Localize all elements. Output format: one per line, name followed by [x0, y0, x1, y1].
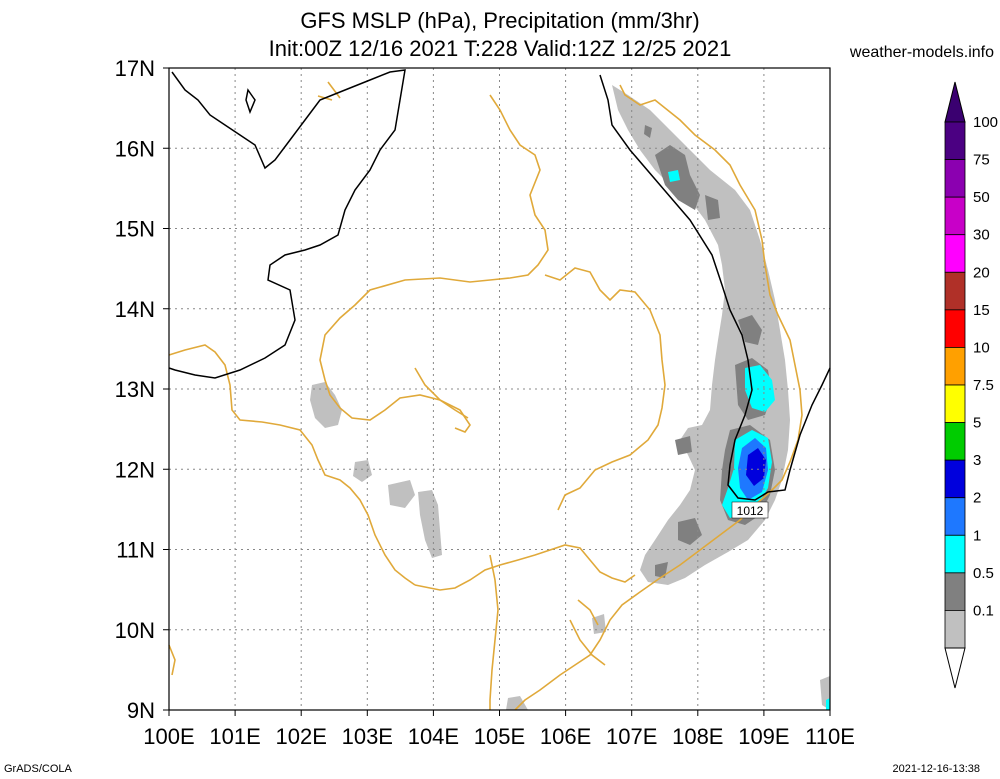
colorbar-swatch — [944, 271, 966, 311]
isobar-west — [168, 69, 406, 379]
colorbar-label: 100 — [973, 114, 998, 131]
precip-band-3 — [746, 448, 766, 486]
coast-fragment — [168, 644, 176, 676]
colorbar-swatch — [944, 234, 966, 273]
colorbar: 100 75 50 30 20 15 10 7.5 5 3 2 1 0.5 0.1 — [944, 81, 998, 689]
chart-title-line2: Init:00Z 12/16 2021 T:228 Valid:12Z 12/2… — [268, 36, 732, 61]
isobar-label-box — [731, 501, 769, 519]
lon-label: 101E — [209, 724, 260, 749]
colorbar-bottom-arrow — [944, 647, 966, 689]
precip-blob — [310, 382, 342, 428]
lon-label: 102E — [276, 724, 327, 749]
precip-band-0.5 — [644, 125, 652, 138]
grid-lines — [169, 68, 830, 710]
lat-label: 17N — [115, 56, 155, 81]
lon-label: 109E — [738, 724, 789, 749]
colorbar-label: 0.1 — [973, 602, 994, 619]
lat-label: 13N — [115, 377, 155, 402]
colorbar-swatch — [944, 534, 966, 574]
colorbar-swatch — [944, 309, 966, 348]
precip-band-0.5 — [678, 518, 702, 545]
gulf-coast-west — [168, 344, 416, 586]
thai-cambodia-border — [319, 94, 549, 433]
isobars — [168, 69, 831, 501]
lon-label: 104E — [408, 724, 459, 749]
colorbar-swatch — [944, 159, 966, 198]
precip-blob — [506, 696, 528, 710]
precip-blob — [388, 480, 415, 508]
lon-label: 105E — [474, 724, 525, 749]
footer-right: 2021-12-16-13:38 — [892, 763, 980, 775]
lon-label: 108E — [672, 724, 723, 749]
colorbar-label: 50 — [973, 189, 990, 206]
coastlines-borders — [168, 81, 803, 711]
credit-label: weather-models.info — [849, 44, 994, 61]
precip-band-0.5 — [705, 195, 720, 220]
precip-band-1 — [668, 170, 680, 182]
lat-label: 15N — [115, 217, 155, 242]
lat-label: 16N — [115, 136, 155, 161]
lat-label: 11N — [116, 538, 155, 563]
precip-band-0.5 — [738, 315, 762, 345]
lon-label: 110E — [805, 724, 855, 749]
lat-label: 10N — [115, 618, 155, 643]
colorbar-label: 30 — [973, 227, 990, 244]
colorbar-label: 7.5 — [973, 377, 994, 394]
lat-label: 14N — [115, 297, 155, 322]
colorbar-label: 5 — [973, 415, 981, 432]
colorbar-label: 2 — [973, 490, 981, 507]
lat-label: 9N — [127, 698, 155, 723]
lat-label: 12N — [115, 457, 155, 482]
colorbar-label: 3 — [973, 452, 981, 469]
precip-band-1 — [826, 698, 830, 710]
precip-band-1 — [745, 365, 775, 412]
precip-blob — [418, 490, 442, 558]
colorbar-label: 15 — [973, 302, 990, 319]
colorbar-label: 20 — [973, 264, 990, 281]
isobar-label: 1012 — [737, 504, 764, 518]
colorbar-swatch — [944, 572, 966, 611]
colorbar-swatch — [944, 459, 966, 499]
colorbar-swatch — [944, 196, 966, 236]
chart-title-line1: GFS MSLP (hPa), Precipitation (mm/3hr) — [300, 8, 700, 33]
isobar-small-closed — [245, 88, 256, 115]
colorbar-swatch — [944, 347, 966, 386]
colorbar-label: 0.5 — [973, 565, 994, 582]
lon-label: 100E — [143, 724, 194, 749]
colorbar-label: 10 — [973, 339, 990, 356]
precip-band-0.5 — [675, 436, 692, 455]
colorbar-label: 75 — [973, 152, 990, 169]
footer-left: GrADS/COLA — [4, 763, 72, 775]
colorbar-label: 1 — [973, 527, 981, 544]
lon-label: 106E — [540, 724, 591, 749]
colorbar-swatch — [944, 384, 966, 423]
delta-lines — [569, 599, 606, 666]
mekong-channel — [489, 554, 499, 710]
colorbar-top-arrow — [944, 81, 966, 123]
colorbar-swatch — [944, 497, 966, 536]
lon-label: 107E — [606, 724, 657, 749]
lon-label: 103E — [342, 724, 393, 749]
longitude-labels: 100E 101E 102E 103E 104E 105E 106E 107E 108E 109E… — [143, 710, 855, 749]
cambodia-coast — [414, 544, 636, 591]
latitude-labels: 17N 16N 15N 14N 13N 12N 11N 10N 9N — [115, 56, 169, 723]
colorbar-swatch — [944, 121, 966, 160]
isobar-1012 — [599, 74, 831, 501]
colorbar-swatch — [944, 610, 966, 649]
lake-outline — [414, 367, 469, 419]
colorbar-swatch — [944, 422, 966, 461]
cambodia-laos-vietnam-border — [544, 267, 666, 511]
